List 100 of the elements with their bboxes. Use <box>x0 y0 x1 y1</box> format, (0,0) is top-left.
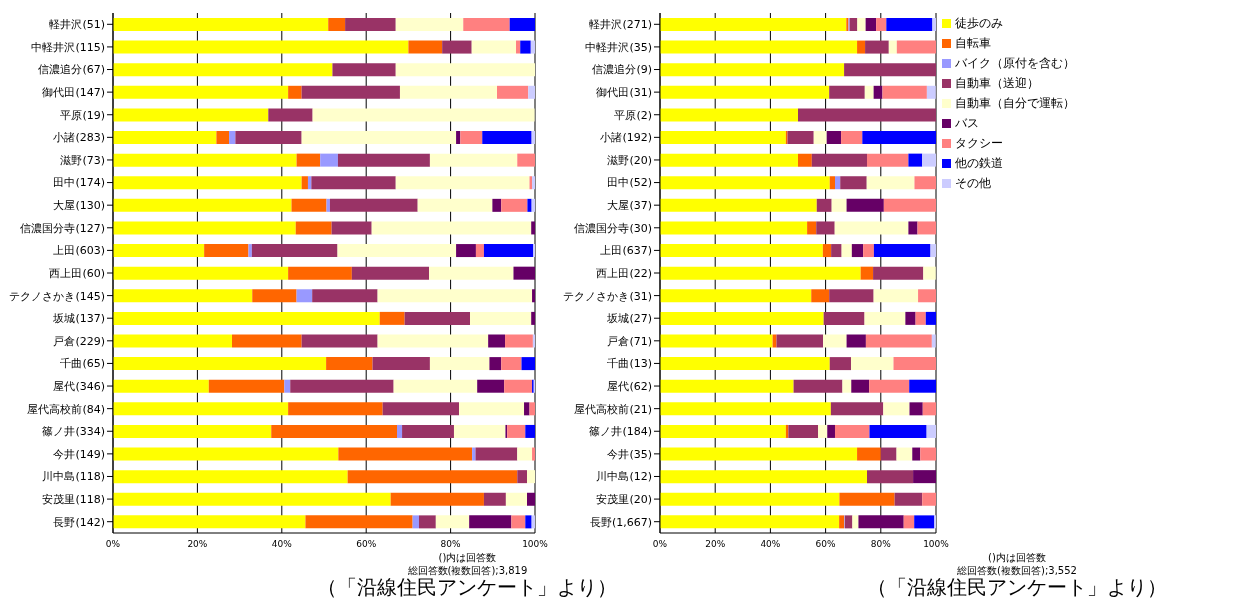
y-tick-label: 千曲(13) <box>607 357 652 371</box>
bar <box>841 131 863 145</box>
bar <box>660 108 798 122</box>
bar <box>831 198 847 212</box>
y-tick-label: 今井(149) <box>53 447 105 461</box>
y-tick-label: 戸倉(229) <box>53 334 105 348</box>
bar <box>395 63 535 77</box>
y-tick-label: 坂城(137) <box>52 312 105 326</box>
bar <box>395 17 464 31</box>
bar <box>305 515 413 529</box>
bar <box>858 515 904 529</box>
legend-label: 自動車（自分で運転） <box>955 96 1075 110</box>
bar <box>525 515 532 529</box>
bar <box>399 85 498 99</box>
x-tick-label: 60% <box>356 539 377 550</box>
bar <box>816 221 835 235</box>
y-tick-label: 滋野(20) <box>607 153 652 167</box>
bar <box>284 379 291 393</box>
bar <box>504 379 533 393</box>
bar <box>867 153 909 167</box>
bar <box>526 492 535 506</box>
bar <box>918 289 936 303</box>
bar <box>816 198 832 212</box>
legend-label: バイク（原付を含む） <box>955 56 1075 70</box>
bar <box>865 17 877 31</box>
text: ()内は回答数 <box>438 552 497 564</box>
bar <box>351 266 430 280</box>
bar <box>477 379 505 393</box>
bar <box>660 402 831 416</box>
legend-label: 自動車（送迎） <box>955 76 1039 90</box>
bar <box>909 402 923 416</box>
y-tick-label: 平原(19) <box>60 108 105 122</box>
bar <box>235 131 302 145</box>
bar <box>834 221 909 235</box>
y-tick-label: 小諸(192) <box>600 131 652 145</box>
x-tick-label: 40% <box>271 539 293 550</box>
bar <box>926 85 936 99</box>
bar <box>863 244 874 258</box>
bar <box>459 402 525 416</box>
bar <box>923 266 936 280</box>
bar <box>839 492 895 506</box>
bar <box>930 244 936 258</box>
text: 総回答数(複数回答);3,819 <box>407 565 528 577</box>
bar <box>113 470 348 484</box>
bar <box>229 131 236 145</box>
bar <box>823 334 847 348</box>
bar <box>864 85 874 99</box>
text: ()内は回答数 <box>988 552 1046 564</box>
bar <box>660 63 845 77</box>
bar <box>660 334 773 348</box>
bar <box>417 198 493 212</box>
bar <box>864 311 906 325</box>
y-tick-label: 田中(174) <box>53 176 105 190</box>
bar <box>288 266 352 280</box>
bar <box>516 40 521 54</box>
bar <box>505 492 527 506</box>
bar <box>896 40 936 54</box>
bar <box>320 153 338 167</box>
bar <box>345 17 396 31</box>
y-tick-label: テクノさかき(145) <box>9 289 105 303</box>
bar <box>660 311 824 325</box>
bar <box>507 424 526 438</box>
bar <box>829 357 851 371</box>
y-tick-label: 川中島(118) <box>42 470 105 484</box>
bar <box>113 447 339 461</box>
bar <box>932 17 936 31</box>
bar <box>326 357 373 371</box>
bar <box>660 515 840 529</box>
bar <box>113 311 380 325</box>
bar <box>798 153 812 167</box>
bar <box>840 176 867 190</box>
bar <box>429 153 518 167</box>
bar <box>829 85 865 99</box>
bar <box>216 131 230 145</box>
bar <box>776 334 824 348</box>
bar <box>660 424 786 438</box>
legend-label: 徒歩のみ <box>955 16 1003 30</box>
x-tick-label: 20% <box>187 539 208 550</box>
bar <box>834 176 841 190</box>
bar <box>113 379 209 393</box>
bar <box>288 85 302 99</box>
bar <box>532 289 535 303</box>
bar <box>531 221 535 235</box>
bar <box>372 357 430 371</box>
bar <box>876 17 887 31</box>
y-tick-label: 長野(142) <box>53 515 105 529</box>
bar <box>811 289 830 303</box>
bar <box>888 40 897 54</box>
y-tick-label: 屋代高校前(21) <box>574 402 652 416</box>
bar <box>931 334 936 348</box>
bar <box>337 244 457 258</box>
bar <box>524 402 530 416</box>
bar <box>402 424 454 438</box>
bar <box>841 244 852 258</box>
x-tick-label: 60% <box>815 539 837 550</box>
y-tick-label: 御代田(31) <box>596 86 652 100</box>
bar <box>660 379 794 393</box>
bar <box>113 40 409 54</box>
y-tick-label: 信濃追分(67) <box>38 63 105 77</box>
bar <box>296 153 321 167</box>
